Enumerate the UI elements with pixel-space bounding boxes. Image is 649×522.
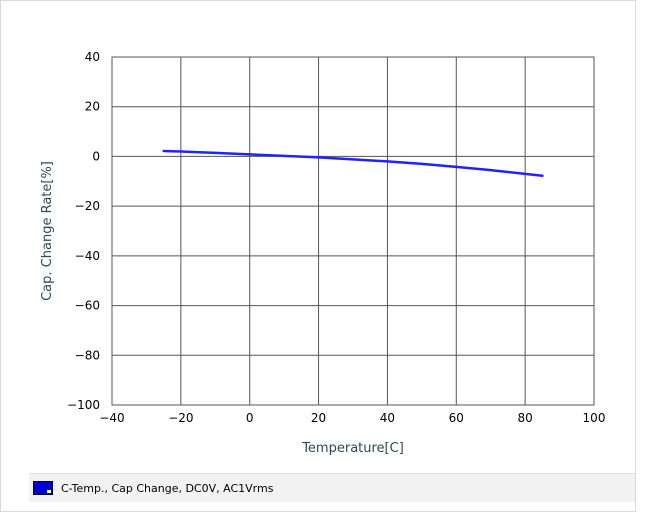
legend-label: C-Temp., Cap Change, DC0V, AC1Vrms [61,481,274,495]
x-tick-label: 60 [449,411,464,425]
y-axis-title: Cap. Change Rate[%] [40,161,55,301]
x-tick-label: 40 [380,411,395,425]
grid-lines [112,57,594,405]
chart-svg: 40 20 0 −20 −40 −60 −80 −100 −40 −20 0 20 40 60 80 100… [40,50,605,456]
y-tick-label: 40 [85,50,100,64]
series-lines [162,149,544,178]
x-tick-label: 100 [583,411,606,425]
y-tick-label: −60 [75,299,100,313]
legend-swatch [33,481,53,495]
y-tick-label: 20 [85,100,100,114]
y-tick-label: −20 [75,199,100,213]
y-tick-label: −80 [75,348,100,362]
y-tick-label: −40 [75,249,100,263]
y-tick-label: 0 [92,149,100,163]
y-tick-label: −100 [67,398,100,412]
x-tick-label: −20 [168,411,193,425]
x-tick-label: −40 [99,411,124,425]
x-tick-label: 0 [246,411,254,425]
x-tick-label: 20 [311,411,326,425]
legend: C-Temp., Cap Change, DC0V, AC1Vrms [29,473,635,502]
x-tick-labels: −40 −20 0 20 40 60 80 100 [99,411,605,425]
plot-area [112,57,594,405]
x-tick-label: 80 [518,411,533,425]
chart-frame: 40 20 0 −20 −40 −60 −80 −100 −40 −20 0 20 40 60 80 100… [0,0,636,512]
y-tick-labels: 40 20 0 −20 −40 −60 −80 −100 [67,50,100,412]
series-line [162,149,544,178]
plot-border [111,56,595,406]
x-axis-title: Temperature[C] [301,441,404,456]
